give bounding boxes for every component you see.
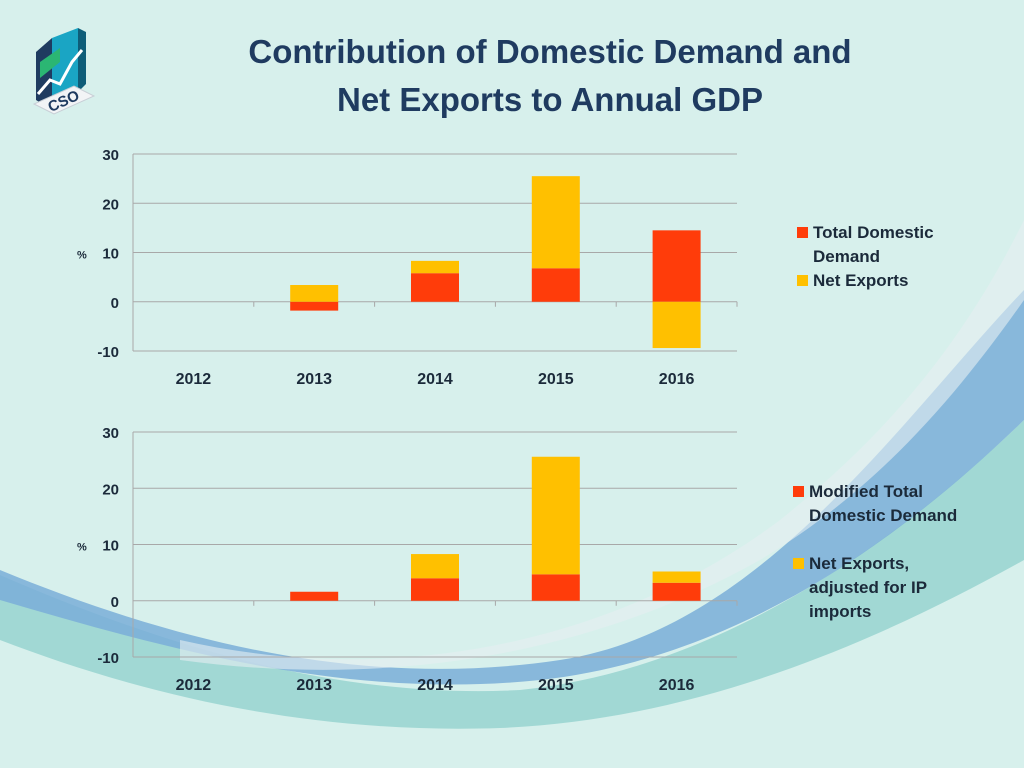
y-tick-label: 30 (102, 147, 119, 164)
chart-total-domestic-demand: -10 0 10 20 30% 2012 2013 2014 2015 2016 (77, 147, 738, 388)
y-tick-label: 30 (102, 425, 119, 442)
legend-top: Total Domestic Demand Net Exports (797, 221, 934, 293)
bar-domestic-2013 (290, 591, 339, 601)
legend-swatch-domestic (797, 227, 808, 238)
y-axis-label: % (77, 542, 87, 554)
y-tick-label: 10 (102, 538, 119, 555)
bar-domestic-2015 (531, 574, 580, 601)
bar-domestic-2014 (411, 578, 459, 601)
bar-domestic-2014 (411, 273, 459, 302)
x-tick-label-2014: 2014 (417, 677, 453, 694)
legend-swatch-net_exports (797, 275, 808, 286)
page-title: Contribution of Domestic Demand and Net … (150, 28, 950, 124)
legend-entry-net_exports: Net Exports, adjusted for IP imports (793, 552, 957, 624)
legend-bottom: Modified Total Domestic Demand Net Exports… (793, 480, 957, 624)
bar-net_exports-2014 (411, 554, 459, 579)
bar-net_exports-2015 (531, 176, 580, 269)
bar-net_exports-2016 (652, 301, 701, 349)
x-tick-label-2013: 2013 (296, 371, 332, 388)
bar-net_exports-2016 (652, 571, 701, 583)
legend-label: adjusted for IP (809, 578, 928, 597)
bar-net_exports-2013 (290, 285, 339, 302)
legend-label: Modified Total (809, 482, 923, 501)
x-tick-label-2016: 2016 (659, 371, 695, 388)
bar-domestic-2016 (652, 582, 701, 601)
y-tick-label: 10 (102, 246, 119, 263)
x-tick-label-2016: 2016 (659, 677, 695, 694)
y-tick-label: 20 (102, 196, 119, 213)
bar-domestic-2013 (290, 301, 339, 311)
chart-modified-domestic-demand: -10 0 10 20 30% 2012 2013 2014 2015 2016 (77, 425, 738, 694)
legend-swatch-domestic (793, 486, 804, 497)
bar-domestic-2015 (531, 268, 580, 302)
y-tick-label: -10 (97, 650, 119, 667)
y-tick-label: 20 (102, 481, 119, 498)
y-axis-label: % (77, 250, 87, 262)
title-line-1: Contribution of Domestic Demand and (248, 33, 852, 70)
x-tick-label-2012: 2012 (176, 371, 212, 388)
title-line-2: Net Exports to Annual GDP (337, 81, 763, 118)
x-tick-label-2012: 2012 (176, 677, 212, 694)
legend-label: Demand (813, 247, 881, 266)
cso-logo: CSO (32, 28, 96, 116)
x-tick-label-2015: 2015 (538, 677, 574, 694)
legend-swatch-net_exports (793, 558, 804, 569)
legend-entry-domestic: Total Domestic Demand (797, 221, 934, 269)
x-tick-label-2013: 2013 (296, 677, 332, 694)
bar-domestic-2016 (652, 230, 701, 302)
x-tick-label-2014: 2014 (417, 371, 453, 388)
legend-label: Total Domestic (813, 223, 934, 242)
bar-net_exports-2015 (531, 456, 580, 575)
x-tick-label-2015: 2015 (538, 371, 574, 388)
y-tick-label: 0 (111, 594, 119, 611)
legend-label: Net Exports (813, 271, 909, 290)
legend-label: Domestic Demand (809, 506, 958, 525)
legend-entry-domestic: Modified Total Domestic Demand (793, 480, 957, 528)
legend-label: imports (809, 602, 872, 621)
legend-label: Net Exports, (809, 554, 910, 573)
y-tick-label: 0 (111, 295, 119, 312)
y-tick-label: -10 (97, 344, 119, 361)
bar-net_exports-2014 (411, 260, 459, 274)
legend-entry-net_exports: Net Exports (797, 269, 934, 293)
